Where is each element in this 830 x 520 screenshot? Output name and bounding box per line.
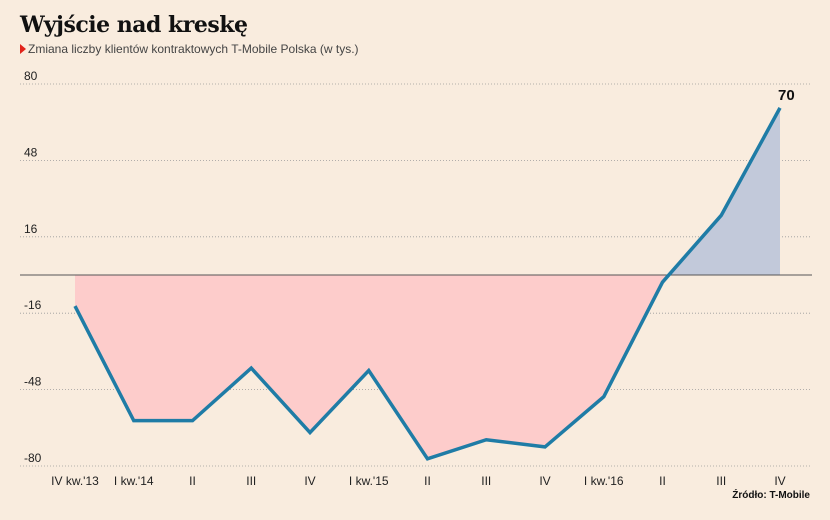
x-tick-label: IV: [539, 474, 550, 488]
subtitle-text: Zmiana liczby klientów kontraktowych T-M…: [28, 42, 359, 56]
positive-area: [668, 107, 780, 275]
y-tick-label: -48: [24, 375, 42, 389]
x-tick-label: IV: [304, 474, 315, 488]
x-tick-label: III: [481, 474, 491, 488]
y-tick-label: -80: [24, 451, 42, 465]
negative-area: [75, 275, 669, 459]
x-tick-label: II: [659, 474, 666, 488]
chart-title: Wyjście nad kreskę: [20, 12, 248, 38]
red-triangle-icon: [20, 44, 26, 54]
x-tick-label: I kw.'16: [584, 474, 624, 488]
x-tick-label: II: [189, 474, 196, 488]
x-tick-label: II: [424, 474, 431, 488]
y-tick-label: -16: [24, 298, 42, 312]
x-tick-label: I kw.'15: [349, 474, 389, 488]
y-tick-label: 80: [24, 69, 38, 83]
data-label: 70: [778, 87, 795, 104]
x-tick-label: I kw.'14: [114, 474, 154, 488]
x-tick-label: III: [246, 474, 256, 488]
x-tick-label: IV kw.'13: [51, 474, 99, 488]
x-tick-label: IV: [774, 474, 785, 488]
source-note: Źródło: T-Mobile: [732, 490, 810, 501]
y-tick-label: 16: [24, 222, 38, 236]
x-tick-label: III: [716, 474, 726, 488]
chart-subtitle: Zmiana liczby klientów kontraktowych T-M…: [20, 42, 359, 56]
y-tick-label: 48: [24, 145, 38, 159]
series-line: [73, 107, 782, 461]
